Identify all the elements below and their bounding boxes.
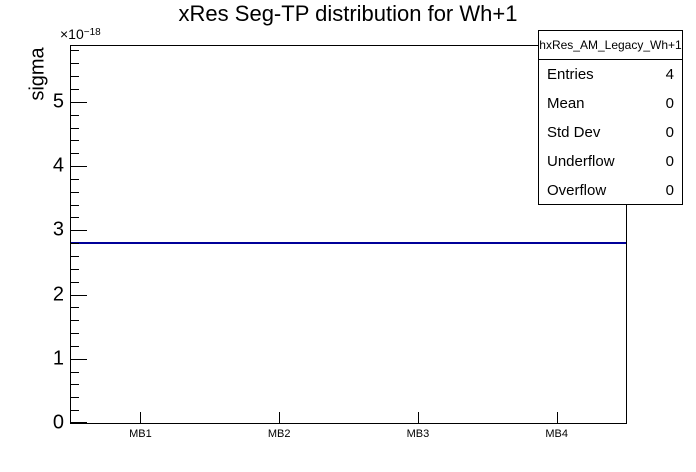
stats-row-value: 0 (665, 95, 674, 112)
y-minor-tick (71, 205, 79, 206)
stats-row-value: 0 (665, 153, 674, 170)
stats-row-value: 0 (665, 124, 674, 141)
y-minor-tick (71, 217, 79, 218)
stats-row: Std Dev 0 (539, 118, 682, 147)
y-minor-tick (71, 89, 79, 90)
y-minor-tick (71, 410, 79, 411)
x-tick-label: MB1 (129, 428, 152, 440)
y-tick-label: 0 (52, 411, 64, 434)
y-tick-label: 3 (52, 218, 64, 241)
stats-row-label: Std Dev (547, 124, 601, 141)
y-minor-tick (71, 243, 79, 244)
x-bin-tick (140, 412, 141, 423)
stats-box-title: hxRes_AM_Legacy_Wh+1 (539, 31, 682, 60)
y-minor-tick (71, 269, 79, 270)
stats-row: Entries 4 (539, 60, 682, 89)
y-minor-tick (71, 50, 79, 51)
y-tick-label: 4 (52, 154, 64, 177)
stats-row-label: Overflow (547, 182, 607, 199)
y-axis-multiplier: ×10−18 (60, 26, 101, 42)
y-tick-label: 5 (52, 90, 64, 113)
y-minor-tick (71, 282, 79, 283)
y-major-tick (71, 295, 87, 296)
y-minor-tick (71, 115, 79, 116)
stats-row: Underflow 0 (539, 147, 682, 176)
y-multiplier-exponent: −18 (83, 27, 101, 38)
y-major-tick (71, 230, 87, 231)
plot-frame (70, 45, 627, 424)
stats-box: hxRes_AM_Legacy_Wh+1 Entries 4 Mean 0 Std De… (538, 30, 683, 205)
y-minor-tick (71, 63, 79, 64)
y-minor-tick (71, 128, 79, 129)
y-tick-label: 2 (52, 283, 64, 306)
y-minor-tick (71, 256, 79, 257)
stats-row: Mean 0 (539, 89, 682, 118)
x-bin-tick (279, 412, 280, 423)
y-multiplier-base: ×10 (60, 26, 84, 42)
y-minor-tick (71, 384, 79, 385)
y-major-tick (71, 359, 87, 360)
chart-title: xRes Seg-TP distribution for Wh+1 (178, 1, 518, 26)
stats-row-label: Entries (547, 66, 594, 83)
stats-row-label: Underflow (547, 153, 615, 170)
y-major-tick (71, 166, 87, 167)
y-minor-tick (71, 192, 79, 193)
y-major-tick (71, 422, 87, 423)
y-minor-tick (71, 307, 79, 308)
stats-row: Overflow 0 (539, 176, 682, 205)
y-minor-tick (71, 140, 79, 141)
histogram-line (71, 242, 626, 245)
y-minor-tick (71, 179, 79, 180)
x-bin-tick (557, 412, 558, 423)
y-minor-tick (71, 346, 79, 347)
stats-row-value: 0 (665, 182, 674, 199)
y-minor-tick (71, 397, 79, 398)
y-major-tick (71, 102, 87, 103)
x-tick-label: MB3 (406, 428, 430, 440)
stats-row-value: 4 (665, 66, 674, 83)
x-tick-label: MB2 (267, 428, 291, 440)
x-bin-tick (418, 412, 419, 423)
y-tick-label: 1 (52, 347, 64, 370)
x-tick-label: MB4 (545, 428, 568, 440)
y-minor-tick (71, 320, 79, 321)
y-minor-tick (71, 333, 79, 334)
stats-rows: Entries 4 Mean 0 Std Dev 0 Underflow 0 Overflow 0 (539, 60, 682, 205)
y-minor-tick (71, 76, 79, 77)
y-minor-tick (71, 153, 79, 154)
stats-row-label: Mean (547, 95, 585, 112)
y-minor-tick (71, 372, 79, 373)
